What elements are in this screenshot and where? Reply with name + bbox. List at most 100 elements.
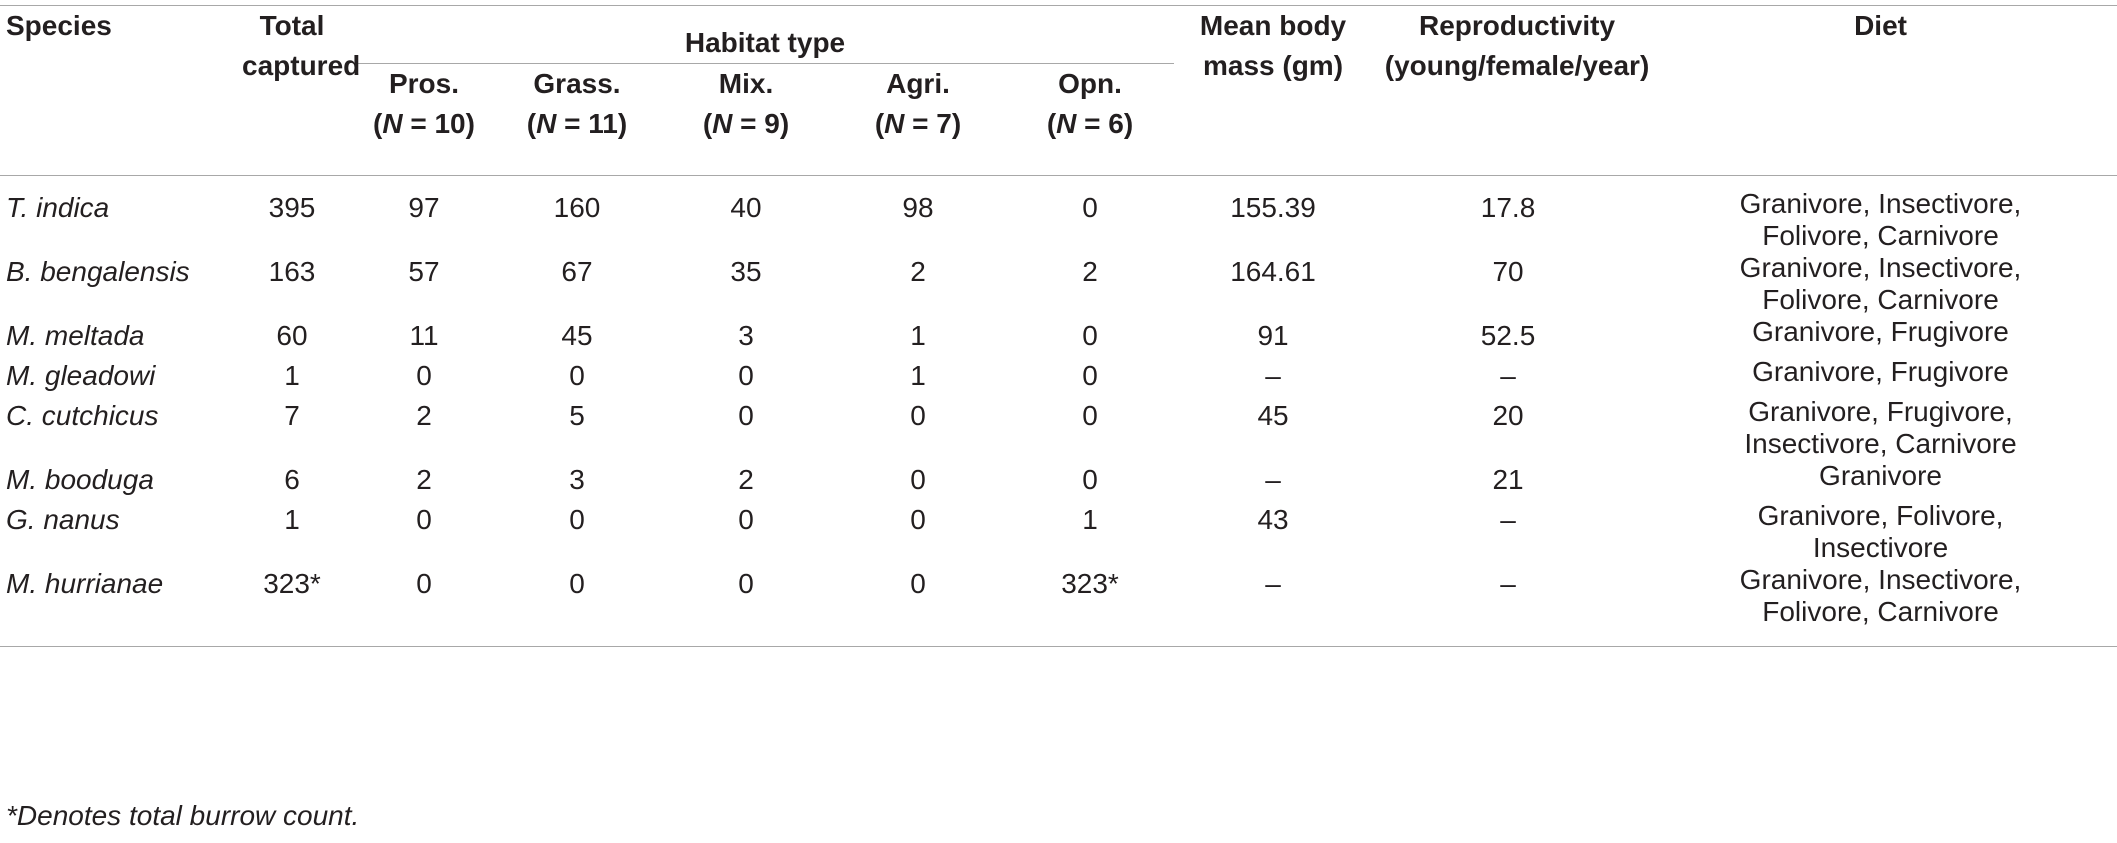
opn-cell: 0 [1082, 464, 1098, 495]
total-cell: 323* [263, 568, 321, 599]
header-row-2: Pros. (N = 10) Grass. (N = 11) Mix. (N =… [0, 64, 2117, 176]
table-row: G. nanus 1 0 0 0 0 1 43 – Granivore, Fol… [0, 500, 2117, 564]
repro-cell: 17.8 [1480, 192, 1536, 223]
mix-cell: 3 [738, 320, 754, 351]
agri-cell: 0 [910, 568, 926, 599]
mass-cell: – [1265, 568, 1281, 599]
total-cell: 6 [284, 464, 300, 495]
habitat-n: (N = 6) [1046, 108, 1134, 139]
mass-cell: 43 [1257, 504, 1289, 535]
repro-cell: 21 [1492, 464, 1524, 495]
grass-cell: 67 [561, 256, 593, 287]
pros-cell: 57 [408, 256, 440, 287]
habitat-n: (N = 10) [373, 108, 475, 139]
mix-cell: 0 [738, 400, 754, 431]
grass-cell: 5 [569, 400, 585, 431]
grass-cell: 160 [553, 192, 601, 223]
species-cell: G. nanus [6, 504, 120, 535]
reproductivity-header: Reproductivity (young/female/year) [1372, 6, 1650, 176]
table-row: M. gleadowi 1 0 0 0 1 0 – – Granivore, F… [0, 356, 2117, 396]
grass-cell: 45 [561, 320, 593, 351]
pros-cell: 0 [416, 568, 432, 599]
total-cell: 7 [284, 400, 300, 431]
agri-cell: 0 [910, 504, 926, 535]
pros-cell: 0 [416, 504, 432, 535]
pros-cell: 11 [409, 320, 439, 351]
mass-cell: 155.39 [1230, 192, 1316, 223]
opn-cell: 323* [1061, 568, 1119, 599]
table-row: T. indica 395 97 160 40 98 0 155.39 17.8… [0, 176, 2117, 253]
diet-line: Granivore [1819, 460, 1942, 491]
diet-line: Granivore, Insectivore, [1739, 252, 2022, 283]
diet-cell: Granivore, Frugivore [1644, 316, 2117, 356]
table-footnote: *Denotes total burrow count. [6, 800, 360, 831]
mix-cell: 0 [738, 568, 754, 599]
habitat-header-agri: Agri. (N = 7) [830, 64, 1006, 176]
diet-line: Granivore, Insectivore, [1739, 188, 2022, 219]
mass-cell: – [1265, 464, 1281, 495]
species-cell: T. indica [6, 192, 110, 223]
mass-cell: 91 [1257, 320, 1289, 351]
mean-body-mass-header: Mean body mass (gm) [1174, 6, 1372, 176]
diet-line: Granivore, Frugivore, [1748, 396, 2013, 427]
species-capture-table: Species Total captured Habitat type Mean… [0, 5, 2117, 647]
table-row: C. cutchicus 7 2 5 0 0 0 45 20 Granivore… [0, 396, 2117, 460]
total-cell: 1 [284, 360, 300, 391]
pros-cell: 2 [416, 464, 432, 495]
species-cell: B. bengalensis [6, 256, 190, 287]
mix-cell: 0 [738, 360, 754, 391]
opn-cell: 1 [1082, 504, 1098, 535]
diet-cell: Granivore [1644, 460, 2117, 500]
diet-cell: Granivore, Folivore, Insectivore [1644, 500, 2117, 564]
diet-line: Insectivore [1812, 532, 1949, 563]
mean-body-mass-label: Mean body mass (gm) [1199, 10, 1347, 81]
agri-cell: 2 [910, 256, 926, 287]
mix-cell: 0 [738, 504, 754, 535]
repro-cell: – [1500, 568, 1516, 599]
habitat-name: Opn. [1058, 68, 1122, 99]
diet-line: Folivore, Carnivore [1762, 596, 1999, 627]
table-row: M. hurrianae 323* 0 0 0 0 323* – – Grani… [0, 564, 2117, 647]
diet-cell: Granivore, Frugivore [1644, 356, 2117, 396]
mass-cell: – [1265, 360, 1281, 391]
diet-line: Insectivore, Carnivore [1744, 428, 2017, 459]
repro-cell: 20 [1492, 400, 1524, 431]
opn-cell: 0 [1082, 192, 1098, 223]
habitat-type-header: Habitat type [356, 5, 1175, 64]
habitat-name: Mix. [718, 68, 774, 99]
species-header: Species [6, 10, 112, 41]
diet-line: Folivore, Carnivore [1762, 284, 1999, 315]
mix-cell: 2 [738, 464, 754, 495]
total-cell: 60 [276, 320, 308, 351]
total-cell: 395 [268, 192, 316, 223]
repro-cell: – [1500, 504, 1516, 535]
habitat-header-opn: Opn. (N = 6) [1006, 64, 1174, 176]
total-cell: 163 [268, 256, 316, 287]
diet-line: Granivore, Frugivore [1752, 316, 2009, 347]
diet-header: Diet [1854, 10, 1907, 41]
agri-cell: 1 [910, 320, 926, 351]
agri-cell: 0 [910, 400, 926, 431]
diet-cell: Granivore, Insectivore, Folivore, Carniv… [1644, 252, 2117, 316]
habitat-name: Agri. [886, 68, 950, 99]
repro-cell: 70 [1492, 256, 1524, 287]
grass-cell: 0 [569, 360, 585, 391]
diet-line: Folivore, Carnivore [1762, 220, 1999, 251]
species-cell: M. booduga [6, 464, 154, 495]
grass-cell: 0 [569, 504, 585, 535]
diet-cell: Granivore, Insectivore, Folivore, Carniv… [1644, 564, 2117, 647]
total-captured-label: Total captured [242, 10, 361, 81]
header-row-1: Species Total captured Habitat type Mean… [0, 5, 2117, 81]
habitat-header-grass: Grass. (N = 11) [492, 64, 662, 176]
species-cell: M. hurrianae [6, 568, 164, 599]
agri-cell: 98 [902, 192, 934, 223]
diet-line: Granivore, Frugivore [1752, 356, 2009, 387]
table-row: B. bengalensis 163 57 67 35 2 2 164.61 7… [0, 252, 2117, 316]
mass-cell: 164.61 [1230, 256, 1316, 287]
repro-cell: – [1500, 360, 1516, 391]
table-row: M. booduga 6 2 3 2 0 0 – 21 Granivore [0, 460, 2117, 500]
opn-cell: 0 [1082, 400, 1098, 431]
agri-cell: 0 [910, 464, 926, 495]
total-captured-header: Total captured [228, 6, 361, 176]
